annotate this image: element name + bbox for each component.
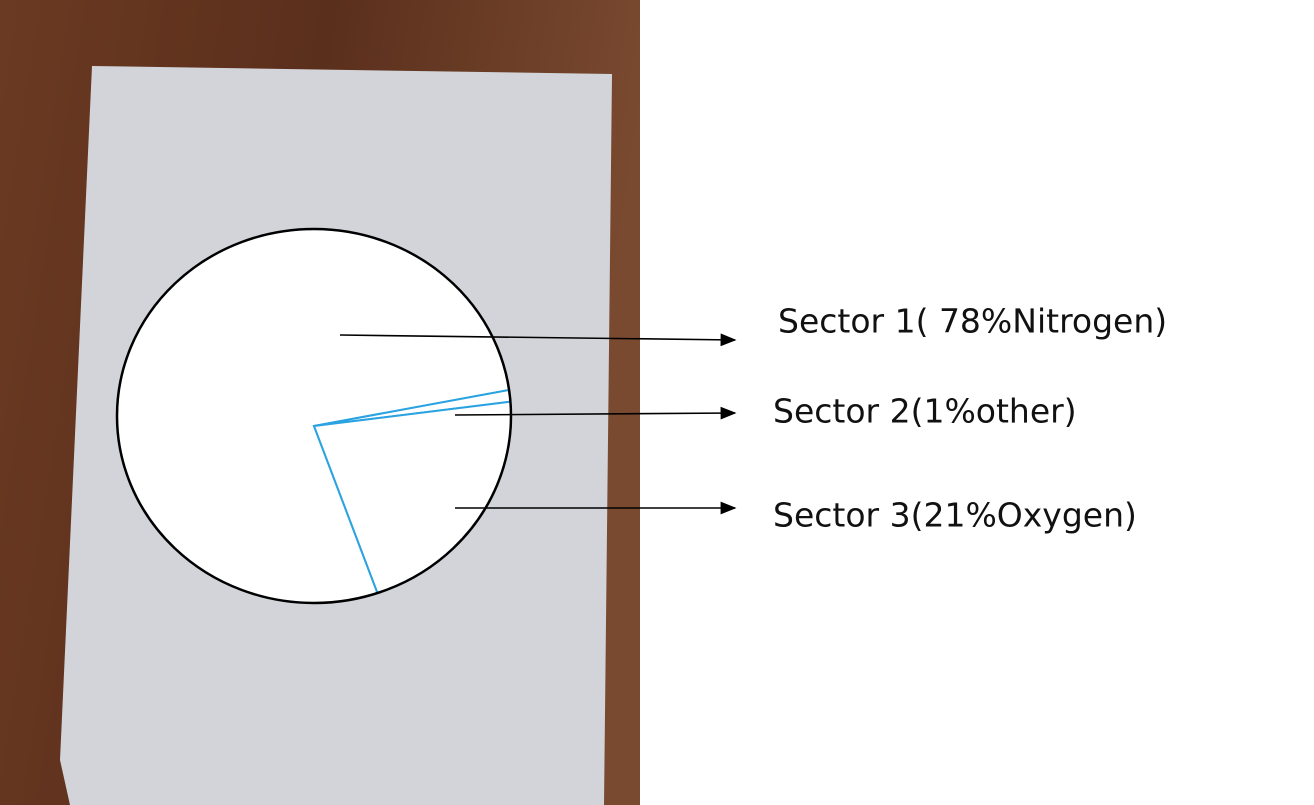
slice-label: Sector 1( 78%Nitrogen) [778,302,1167,341]
slice-label: Sector 3(21%Oxygen) [773,496,1137,535]
pie [116,228,512,604]
arrow [454,406,737,420]
slice-label: Sector 2(1%other) [773,392,1077,431]
labels: Sector 1( 78%Nitrogen) Sector 2(1%other) S… [339,302,1167,535]
arrow [339,333,737,347]
pie-outline [115,227,513,605]
